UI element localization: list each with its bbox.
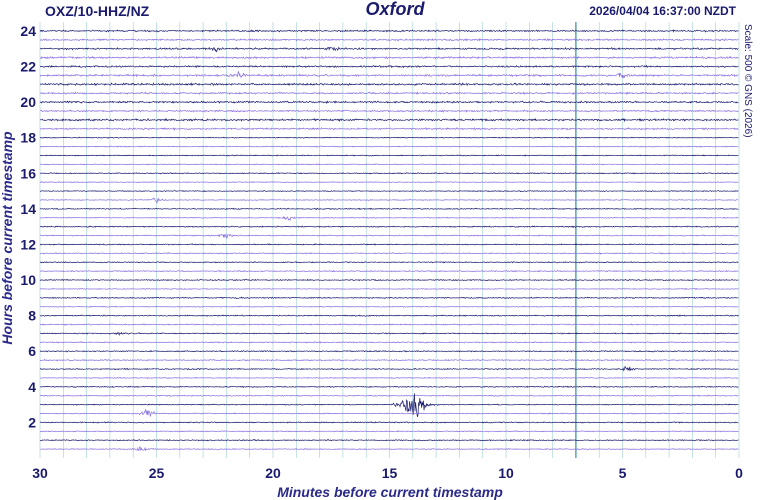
y-tick-label: 24 [20,23,36,39]
y-tick-label: 4 [28,379,36,395]
trace-line [39,163,739,166]
trace-line [39,358,739,362]
seismic-traces [39,29,739,452]
station-label: OXZ/10-HHZ/NZ [45,3,150,19]
trace-line [39,55,739,60]
trace-line [39,287,739,291]
trace-line [39,64,739,69]
trace-line [40,197,739,204]
trace-line [39,323,739,326]
trace-line [39,37,739,42]
trace-line [39,278,739,282]
y-tick-label: 14 [20,201,36,217]
trace-line [39,109,739,113]
chart-title: Oxford [365,0,425,19]
x-tick-label: 30 [32,465,48,481]
y-tick-label: 20 [20,94,36,110]
timestamp-label: 2026/04/04 16:37:00 NZDT [589,4,736,18]
y-tick-label: 10 [20,272,36,288]
x-tick-label: 0 [735,465,743,481]
trace-line [39,349,739,353]
trace-line [39,296,739,300]
trace-line [39,171,739,175]
x-tick-label: 20 [265,465,281,481]
trace-line [39,82,739,87]
trace-line [39,70,739,79]
trace-line [39,145,739,148]
trace-line [39,393,739,417]
trace-line [39,233,739,239]
trace-line [39,421,739,424]
trace-line [39,446,739,452]
x-axis-label: Minutes before current timestamp [277,484,503,500]
trace-line [39,430,739,433]
trace-line [39,100,739,105]
y-tick-label: 16 [20,165,36,181]
trace-line [39,365,739,372]
grid-lines [39,22,740,458]
trace-line [39,385,739,388]
trace-line [39,341,739,344]
trace-line [39,127,739,131]
x-tick-label: 10 [498,465,514,481]
scale-note: Scale: 500 © GNS (2026) [742,24,753,138]
y-tick-label: 22 [20,58,36,74]
trace-line [39,376,739,380]
x-tick-label: 5 [619,465,627,481]
y-tick-label: 18 [20,130,36,146]
trace-line [39,252,739,255]
trace-line [39,243,739,246]
trace-line [39,408,739,417]
trace-line [39,117,739,123]
y-tick-label: 8 [28,308,36,324]
y-tick-label: 6 [28,343,36,359]
trace-line [39,331,739,336]
x-tick-label: 25 [149,465,165,481]
trace-line [39,207,739,211]
trace-line [39,215,739,221]
trace-line [39,394,739,397]
trace-line [39,46,739,53]
trace-line [39,305,739,308]
trace-line [39,154,739,157]
trace-line [39,29,739,33]
trace-line [39,269,739,273]
trace-line [39,181,739,184]
trace-line [39,91,739,96]
y-tick-label: 12 [20,236,36,252]
trace-line [39,261,739,264]
trace-line [40,438,739,442]
y-tick-label: 2 [28,414,36,430]
trace-line [39,190,739,193]
trace-line [39,136,739,139]
trace-line [39,225,739,228]
trace-line [39,314,739,317]
y-axis-label: Hours before current timestamp [0,131,15,345]
x-tick-label: 15 [382,465,398,481]
x-axis-ticks: 30 25 20 15 10 5 0 [32,465,743,481]
